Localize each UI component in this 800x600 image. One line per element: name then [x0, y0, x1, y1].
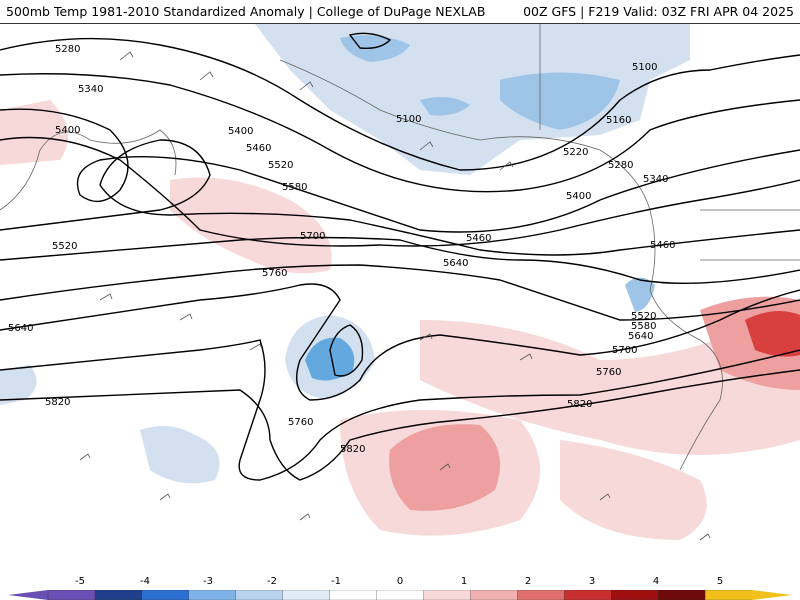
contour-label: 5460: [650, 240, 675, 251]
cold-anomaly-core: [500, 72, 620, 130]
colorbar-tick: 0: [396, 576, 404, 587]
map-title: 500mb Temp 1981-2010 Standardized Anomal…: [6, 4, 486, 19]
contour-label: 5400: [228, 126, 253, 137]
colorbar-segment: [47, 590, 96, 600]
contour-label: 5640: [443, 258, 468, 269]
coastlines: [0, 24, 800, 471]
colorbar-segment: [235, 590, 284, 600]
cold-anomaly-sw: [140, 426, 220, 484]
model-run-info: 00Z GFS | F219 Valid: 03Z FRI APR 04 202…: [523, 4, 794, 19]
colorbar-tick: 2: [524, 576, 532, 587]
colorbar-segment: [470, 590, 518, 600]
contour-label: 5400: [55, 125, 80, 136]
colorbar-tick: 5: [716, 576, 724, 587]
warm-anomaly-ridge: [170, 177, 332, 274]
contour-label: 5760: [288, 417, 313, 428]
colorbar-segment: [329, 590, 378, 600]
colorbar-tick: -1: [331, 576, 341, 587]
contour-label: 5520: [268, 160, 293, 171]
cold-anomaly-core: [420, 96, 470, 116]
contour-label: 5640: [628, 331, 653, 342]
colorbar-ticks: -5 -4 -3 -2 -1 0 1 2 3 4 5: [0, 576, 800, 588]
cold-anomaly-coast: [625, 277, 655, 312]
contour-label: 5760: [262, 268, 287, 279]
colorbar-tick: -4: [140, 576, 150, 587]
height-contours: [0, 32, 800, 481]
colorbar-tick: 4: [652, 576, 660, 587]
warm-anomaly-southeast: [560, 440, 707, 540]
wind-barbs: [79, 51, 711, 541]
anomaly-map: 5280 5340 5400 5400 5460 5520 5580 5520 …: [0, 24, 800, 541]
contour-label: 5520: [631, 311, 656, 322]
contour-label: 5580: [631, 321, 656, 332]
contour-label: 5340: [643, 174, 668, 185]
colorbar-segment: [704, 590, 753, 600]
cold-anomaly-core: [340, 35, 410, 62]
colorbar-tick: -3: [203, 576, 213, 587]
colorbar-segment: [657, 590, 706, 600]
contour-label: 5460: [246, 143, 271, 154]
cold-anomaly-west: [0, 365, 37, 405]
colorbar-tick: 1: [460, 576, 468, 587]
contour-label: 5520: [52, 241, 77, 252]
contour-label: 5820: [567, 399, 592, 410]
contour-label: 5640: [8, 323, 33, 334]
contour-label: 5820: [340, 444, 365, 455]
colorbar-segment: [564, 590, 612, 600]
warm-anomaly-south-core: [389, 424, 500, 511]
contour-label: 5100: [396, 114, 421, 125]
colorbar-segment: [282, 590, 331, 600]
contour-label: 5400: [566, 191, 591, 202]
contour-label: 5760: [596, 367, 621, 378]
colorbar-arrow-left: [8, 590, 48, 600]
contour-label: 5280: [608, 160, 633, 171]
contour-label: 5220: [563, 147, 588, 158]
contour-label: 5820: [45, 397, 70, 408]
colorbar: -5 -4 -3 -2 -1 0 1 2 3 4 5: [0, 576, 800, 600]
colorbar-segment: [188, 590, 237, 600]
contour-labels: 5280 5340 5400 5400 5460 5520 5580 5520 …: [8, 44, 675, 455]
colorbar-segment: [376, 590, 425, 600]
colorbar-arrow-right: [752, 590, 792, 600]
colorbar-tick: -2: [267, 576, 277, 587]
contour-label: 5700: [612, 345, 637, 356]
contour-label: 5700: [300, 231, 325, 242]
anomaly-shading: [0, 24, 800, 540]
warm-anomaly-east-max: [745, 311, 800, 357]
colorbar-segment: [423, 590, 472, 600]
colorbar-segment: [94, 590, 143, 600]
contour-label: 5340: [78, 84, 103, 95]
contour-label: 5160: [606, 115, 631, 126]
warm-anomaly-west: [0, 100, 68, 165]
cold-anomaly-north: [255, 24, 690, 175]
colorbar-strip: [8, 590, 792, 600]
contour-label: 5100: [632, 62, 657, 73]
colorbar-segment: [141, 590, 190, 600]
colorbar-segment: [517, 590, 565, 600]
warm-anomaly-ridge-east: [420, 300, 800, 455]
colorbar-tick: -5: [75, 576, 85, 587]
contour-label: 5280: [55, 44, 80, 55]
map-header: 500mb Temp 1981-2010 Standardized Anomal…: [0, 0, 800, 24]
cold-anomaly-low-core: [305, 337, 355, 381]
colorbar-tick: 3: [588, 576, 596, 587]
contour-label: 5460: [466, 233, 491, 244]
colorbar-segment: [611, 590, 659, 600]
contour-label: 5580: [282, 182, 307, 193]
